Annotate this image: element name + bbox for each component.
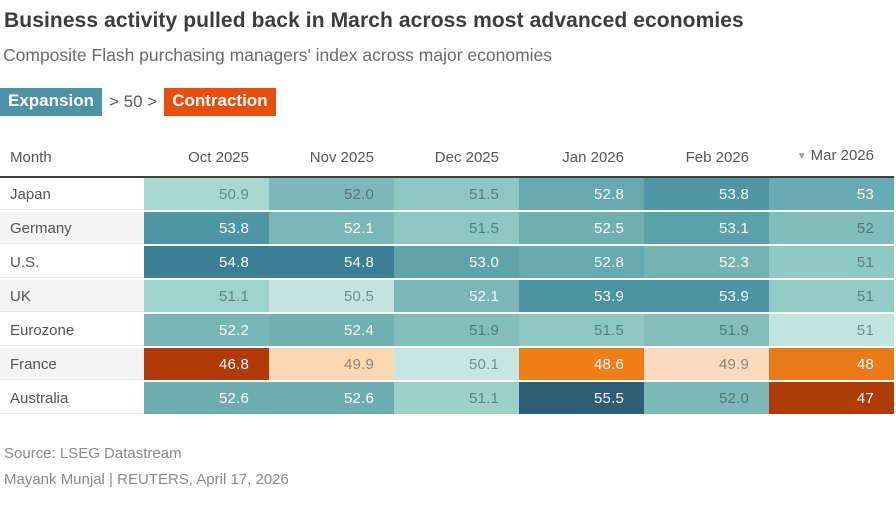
pmi-value-cell: 53.8	[144, 212, 269, 246]
row-label: France	[0, 348, 144, 382]
pmi-value-cell: 51.5	[519, 314, 644, 348]
column-header-jan-2026[interactable]: Jan 2026	[519, 146, 644, 178]
table-body: Japan 50.9 52.0 51.5 52.8 53.8 53 Germany 53.8 52…	[0, 178, 894, 416]
pmi-value-cell: 52.2	[144, 314, 269, 348]
pmi-value-cell: 53.1	[644, 212, 769, 246]
pmi-value-cell: 51.5	[394, 212, 519, 246]
contraction-legend-badge: Contraction	[164, 88, 276, 116]
pmi-value-cell: 52.3	[644, 246, 769, 280]
row-label: Germany	[0, 212, 144, 246]
pmi-value-cell: 54.8	[144, 246, 269, 280]
pmi-value-cell: 50.9	[144, 178, 269, 212]
pmi-value-cell: 52.1	[394, 280, 519, 314]
table-row-japan: Japan 50.9 52.0 51.5 52.8 53.8 53	[0, 178, 894, 212]
pmi-value-cell: 52.1	[269, 212, 394, 246]
pmi-value-cell: 51.1	[394, 382, 519, 416]
table-row-australia: Australia 52.6 52.6 51.1 55.5 52.0 47	[0, 382, 894, 416]
source-note: Source: LSEG Datastream	[4, 445, 182, 462]
table-row-us: U.S. 54.8 54.8 53.0 52.8 52.3 51	[0, 246, 894, 280]
column-header-oct-2025[interactable]: Oct 2025	[144, 146, 269, 178]
pmi-value-cell: 53.9	[519, 280, 644, 314]
table-row-eurozone: Eurozone 52.2 52.4 51.9 51.5 51.9 51	[0, 314, 894, 348]
pmi-value-cell: 51.5	[394, 178, 519, 212]
pmi-value-cell: 53	[769, 178, 894, 212]
pmi-value-cell: 51	[769, 314, 894, 348]
pmi-value-cell: 51	[769, 280, 894, 314]
pmi-value-cell: 46.8	[144, 348, 269, 382]
row-label: U.S.	[0, 246, 144, 280]
chart-subtitle: Composite Flash purchasing managers' ind…	[3, 45, 553, 65]
pmi-value-cell: 48.6	[519, 348, 644, 382]
row-label: Japan	[0, 178, 144, 212]
pmi-value-cell: 53.8	[644, 178, 769, 212]
month-column-header: Month	[0, 146, 144, 178]
pmi-value-cell: 49.9	[269, 348, 394, 382]
pmi-value-cell: 47	[769, 382, 894, 416]
pmi-value-cell: 51	[769, 246, 894, 280]
pmi-value-cell: 50.1	[394, 348, 519, 382]
byline: Mayank Munjal | REUTERS, April 17, 2026	[4, 471, 289, 488]
row-label: Australia	[0, 382, 144, 416]
table-row-germany: Germany 53.8 52.1 51.5 52.5 53.1 52	[0, 212, 894, 246]
pmi-value-cell: 53.0	[394, 246, 519, 280]
column-header-mar-2026[interactable]: ▼ Mar 2026	[769, 146, 894, 178]
legend-threshold-text: > 50 >	[108, 92, 158, 111]
pmi-value-cell: 55.5	[519, 382, 644, 416]
pmi-value-cell: 52	[769, 212, 894, 246]
pmi-value-cell: 52.0	[269, 178, 394, 212]
column-header-feb-2026[interactable]: Feb 2026	[644, 146, 769, 178]
pmi-value-cell: 52.8	[519, 178, 644, 212]
pmi-value-cell: 52.4	[269, 314, 394, 348]
pmi-value-cell: 50.5	[269, 280, 394, 314]
color-legend: Expansion > 50 > Contraction	[0, 88, 896, 116]
table-row-france: France 46.8 49.9 50.1 48.6 49.9 48	[0, 348, 894, 382]
pmi-value-cell: 52.0	[644, 382, 769, 416]
pmi-heatmap-table: Month Oct 2025 Nov 2025 Dec 2025 Jan 2026 Feb…	[0, 146, 894, 416]
column-header-dec-2025[interactable]: Dec 2025	[394, 146, 519, 178]
expansion-legend-badge: Expansion	[0, 88, 102, 116]
pmi-value-cell: 49.9	[644, 348, 769, 382]
pmi-value-cell: 53.9	[644, 280, 769, 314]
row-label: UK	[0, 280, 144, 314]
table-row-uk: UK 51.1 50.5 52.1 53.9 53.9 51	[0, 280, 894, 314]
sort-desc-icon: ▼	[796, 151, 807, 162]
pmi-value-cell: 52.6	[269, 382, 394, 416]
pmi-value-cell: 54.8	[269, 246, 394, 280]
pmi-value-cell: 52.6	[144, 382, 269, 416]
row-label: Eurozone	[0, 314, 144, 348]
pmi-value-cell: 51.9	[644, 314, 769, 348]
pmi-value-cell: 51.9	[394, 314, 519, 348]
pmi-value-cell: 48	[769, 348, 894, 382]
pmi-value-cell: 52.8	[519, 246, 644, 280]
pmi-value-cell: 52.5	[519, 212, 644, 246]
table-header: Month Oct 2025 Nov 2025 Dec 2025 Jan 2026 Feb…	[0, 146, 894, 178]
column-header-nov-2025[interactable]: Nov 2025	[269, 146, 394, 178]
pmi-value-cell: 51.1	[144, 280, 269, 314]
page-title: Business activity pulled back in March a…	[4, 9, 744, 32]
header-row: Month Oct 2025 Nov 2025 Dec 2025 Jan 2026 Feb…	[0, 146, 894, 178]
